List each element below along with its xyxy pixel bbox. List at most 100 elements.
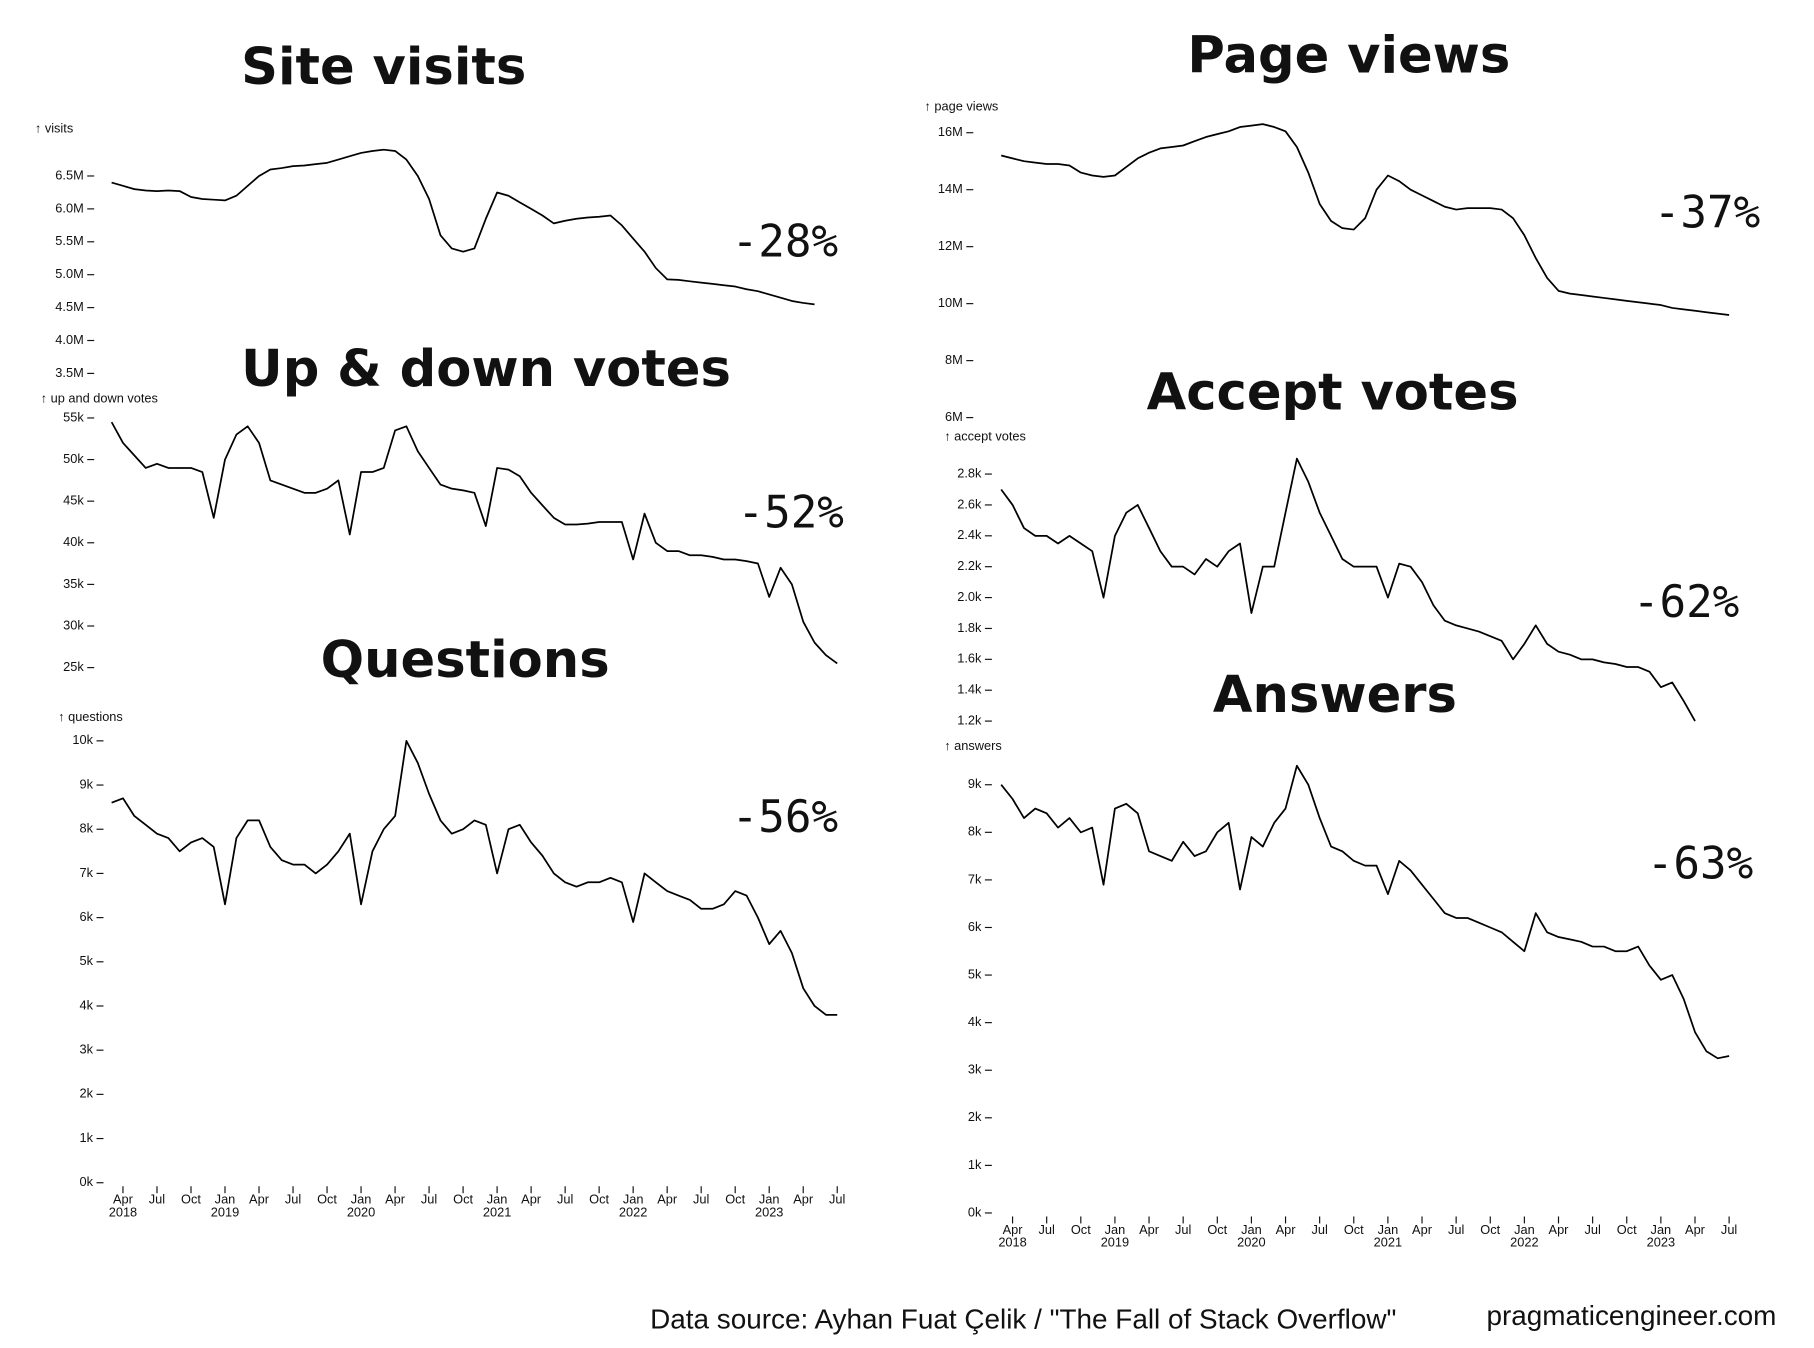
y-tick-label: 30k — [63, 617, 84, 632]
x-tick-label: Jan — [1651, 1222, 1672, 1237]
x-tick-label: Oct — [1344, 1222, 1364, 1237]
y-tick-label: 4k — [80, 997, 94, 1012]
y-tick-label: 3k — [968, 1062, 982, 1077]
y-tick-label: 3.5M — [55, 365, 83, 380]
y-tick-label: 0k — [968, 1204, 982, 1219]
x-tick-label: Apr — [113, 1192, 134, 1207]
y-tick-label: 14M — [938, 181, 963, 196]
y-tick-label: 1.6k — [957, 651, 982, 666]
chart-title: Questions — [321, 631, 610, 690]
x-tick-label: Jan — [623, 1192, 644, 1207]
x-tick-label: Jul — [149, 1192, 165, 1207]
y-tick-label: 6.0M — [55, 200, 83, 215]
x-tick-label: Jan — [215, 1192, 236, 1207]
data-line — [1000, 123, 1730, 316]
change-annotation: -37% — [1654, 187, 1760, 238]
y-axis-label: ↑ page views — [924, 99, 998, 114]
x-tick-label: Apr — [1549, 1222, 1570, 1237]
chart-title: Answers — [1213, 666, 1457, 725]
y-tick-label: 2.6k — [957, 496, 982, 511]
x-tick-label: Oct — [1207, 1222, 1227, 1237]
site-credit: pragmaticengineer.com — [1486, 1300, 1776, 1331]
y-tick-label: 8k — [968, 824, 982, 839]
chart-title: Site visits — [241, 38, 526, 97]
x-tick-label: Jul — [1584, 1222, 1600, 1237]
x-tick-label: Oct — [1480, 1222, 1500, 1237]
x-tick-label: Apr — [657, 1192, 678, 1207]
y-tick-label: 4.5M — [55, 299, 83, 314]
x-tick-label: Jul — [693, 1192, 709, 1207]
y-tick-label: 10k — [72, 732, 93, 747]
x-year-label: 2018 — [998, 1235, 1026, 1250]
x-tick-label: Jul — [1175, 1222, 1191, 1237]
x-tick-label: Jan — [351, 1192, 372, 1207]
x-year-label: 2023 — [755, 1204, 783, 1219]
y-axis-label: ↑ answers — [944, 738, 1002, 753]
x-tick-label: Jan — [487, 1192, 508, 1207]
x-tick-label: Jul — [829, 1192, 845, 1207]
x-tick-label: Jan — [1241, 1222, 1262, 1237]
y-tick-label: 40k — [63, 534, 84, 549]
y-axis-label: ↑ visits — [35, 121, 73, 136]
x-tick-label: Apr — [521, 1192, 542, 1207]
y-tick-label: 0k — [80, 1174, 94, 1189]
data-source: Data source: Ayhan Fuat Çelik / "The Fal… — [650, 1303, 1396, 1334]
x-tick-label: Apr — [1412, 1222, 1433, 1237]
y-tick-label: 5.5M — [55, 233, 83, 248]
x-tick-label: Oct — [453, 1192, 473, 1207]
y-axis-label: ↑ up and down votes — [41, 390, 158, 405]
x-tick-label: Oct — [1071, 1222, 1091, 1237]
x-year-label: 2019 — [211, 1204, 239, 1219]
y-tick-label: 1.8k — [957, 620, 982, 635]
x-year-label: 2021 — [1374, 1235, 1402, 1250]
y-tick-label: 5k — [968, 966, 982, 981]
y-tick-label: 1k — [968, 1157, 982, 1172]
x-tick-label: Apr — [1139, 1222, 1160, 1237]
change-annotation: -56% — [732, 792, 838, 843]
y-axis-label: ↑ accept votes — [944, 429, 1026, 444]
x-tick-label: Oct — [725, 1192, 745, 1207]
x-year-label: 2020 — [347, 1204, 375, 1219]
y-tick-label: 3k — [80, 1042, 94, 1057]
x-year-label: 2021 — [483, 1204, 511, 1219]
y-tick-label: 50k — [63, 451, 84, 466]
y-tick-label: 2.2k — [957, 558, 982, 573]
data-line — [1000, 764, 1730, 1060]
y-tick-label: 6k — [80, 909, 94, 924]
data-line — [111, 148, 815, 306]
y-tick-label: 16M — [938, 124, 963, 139]
x-tick-label: Jul — [1448, 1222, 1464, 1237]
x-tick-label: Jul — [1311, 1222, 1327, 1237]
y-tick-label: 5k — [80, 953, 94, 968]
data-line — [110, 421, 838, 665]
x-tick-label: Oct — [317, 1192, 337, 1207]
y-tick-label: 9k — [968, 776, 982, 791]
x-tick-label: Apr — [385, 1192, 406, 1207]
chart-title: Page views — [1187, 26, 1510, 85]
data-line — [111, 739, 838, 1016]
y-tick-label: 2.8k — [957, 465, 982, 480]
y-tick-label: 25k — [63, 659, 84, 674]
x-tick-label: Jan — [1105, 1222, 1126, 1237]
x-tick-label: Oct — [589, 1192, 609, 1207]
x-tick-label: Oct — [181, 1192, 201, 1207]
y-tick-label: 8k — [80, 821, 94, 836]
y-tick-label: 7k — [968, 871, 982, 886]
y-tick-label: 2.4k — [957, 527, 982, 542]
x-tick-label: Jul — [1721, 1222, 1737, 1237]
change-annotation: -28% — [732, 216, 838, 267]
y-tick-label: 7k — [80, 865, 94, 880]
x-year-label: 2023 — [1647, 1235, 1675, 1250]
x-year-label: 2018 — [109, 1204, 137, 1219]
x-tick-label: Apr — [1003, 1222, 1024, 1237]
y-tick-label: 9k — [80, 776, 94, 791]
y-tick-label: 10M — [938, 295, 963, 310]
y-tick-label: 45k — [63, 493, 84, 508]
chart-title: Accept votes — [1147, 364, 1519, 423]
chart-title: Up & down votes — [241, 340, 731, 399]
y-tick-label: 55k — [63, 409, 84, 424]
x-tick-label: Jul — [557, 1192, 573, 1207]
x-year-label: 2022 — [1510, 1235, 1538, 1250]
